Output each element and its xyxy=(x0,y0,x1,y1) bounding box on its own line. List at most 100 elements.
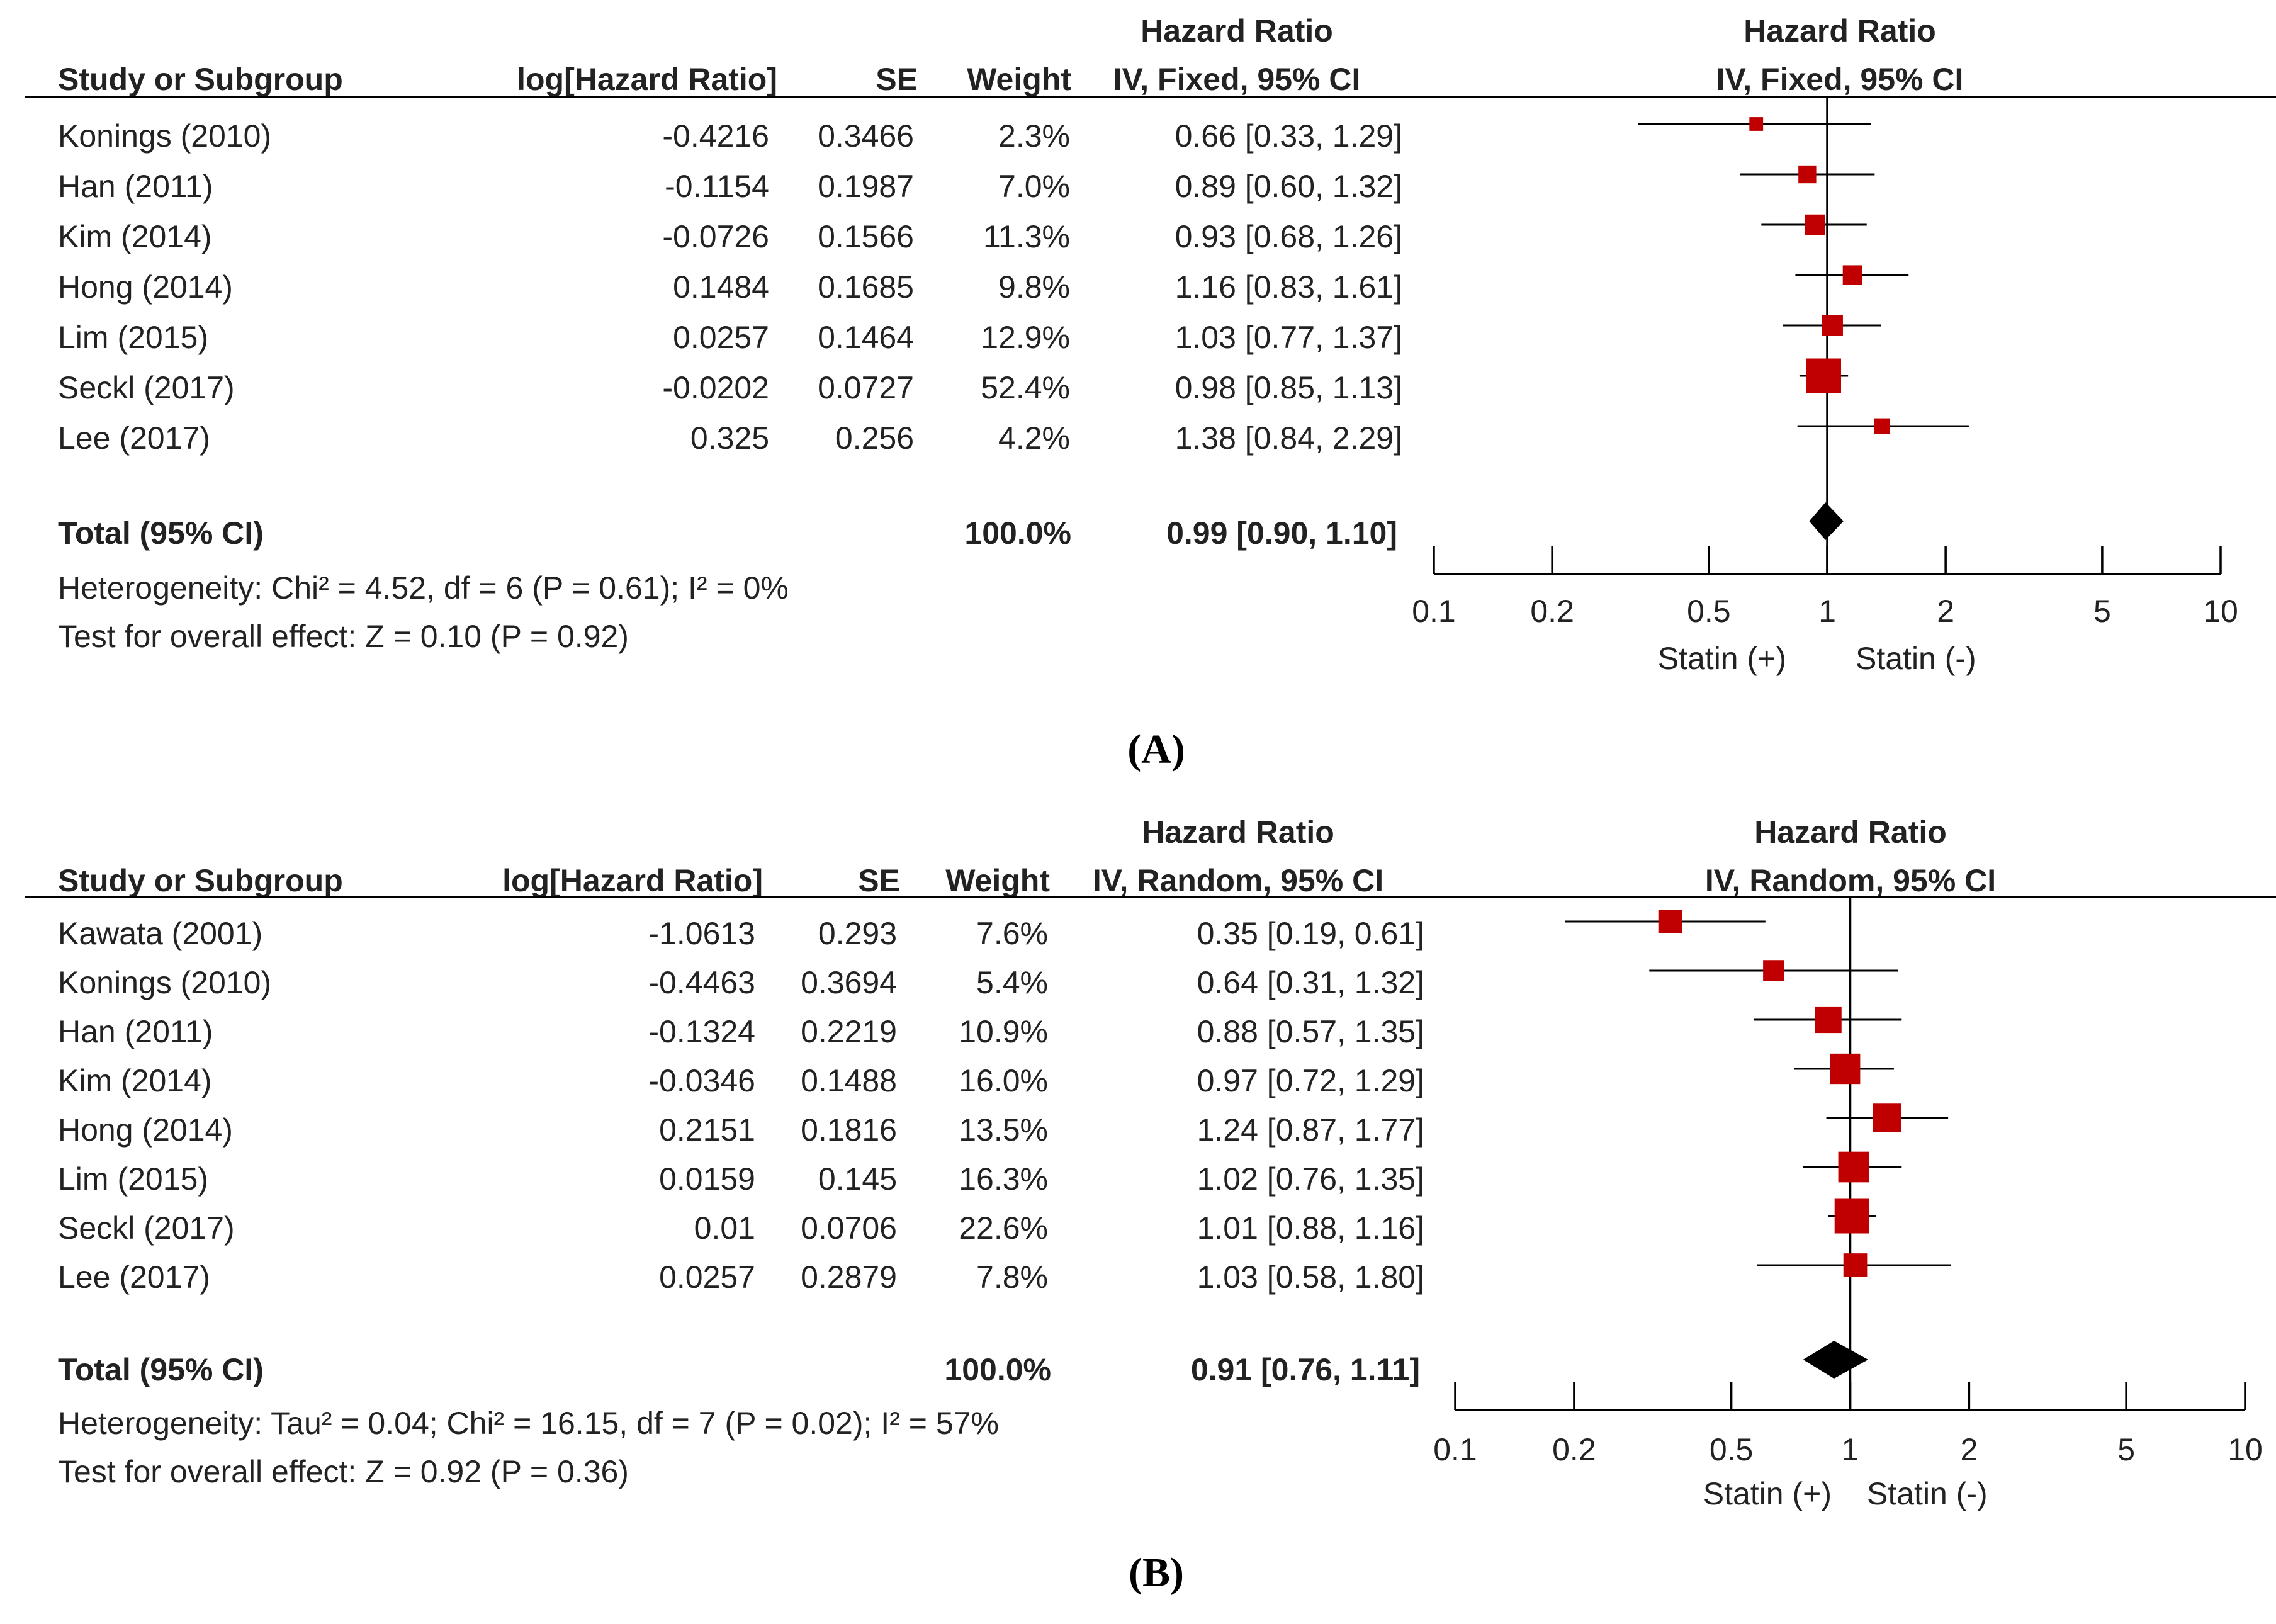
loghr-column-header: log[Hazard Ratio] xyxy=(517,62,777,97)
study-name: Kim (2014) xyxy=(58,219,212,254)
hr-ci-value: 0.97 [0.72, 1.29] xyxy=(1197,1063,1424,1098)
x-tick-label: 5 xyxy=(2117,1432,2135,1467)
study-column-header: Study or Subgroup xyxy=(58,62,343,97)
table-row: Lee (2017) 0.325 0.256 4.2% 1.38 [0.84, … xyxy=(58,420,1402,456)
favours-left-label: Statin (+) xyxy=(1658,641,1786,676)
total-hr-ci: 0.91 [0.76, 1.11] xyxy=(1191,1352,1420,1387)
study-name: Han (2011) xyxy=(58,1014,213,1049)
effect-square xyxy=(1838,1151,1869,1183)
hr-ci-value: 1.03 [0.77, 1.37] xyxy=(1175,320,1402,355)
hr-ci-value: 1.38 [0.84, 2.29] xyxy=(1175,420,1402,456)
weight-value: 10.9% xyxy=(959,1014,1048,1049)
table-row: Hong (2014) 0.2151 0.1816 13.5% 1.24 [0.… xyxy=(58,1112,1424,1148)
table-row: Konings (2010) -0.4216 0.3466 2.3% 0.66 … xyxy=(58,118,1402,154)
hr-ci-value: 0.64 [0.31, 1.32] xyxy=(1197,965,1424,1000)
effect-square xyxy=(1815,1006,1842,1034)
forest-panel-b: Hazard Ratio Hazard Ratio Study or Subgr… xyxy=(25,815,2276,1596)
hr-ci-value: 0.66 [0.33, 1.29] xyxy=(1175,118,1402,154)
hr-ci-value: 1.02 [0.76, 1.35] xyxy=(1197,1161,1424,1197)
study-name: Konings (2010) xyxy=(58,965,271,1000)
effect-square xyxy=(1658,910,1682,933)
study-name: Kawata (2001) xyxy=(58,916,262,951)
study-name: Seckl (2017) xyxy=(58,370,235,405)
se-value: 0.1987 xyxy=(818,169,914,204)
loghr-value: -0.4216 xyxy=(662,118,769,154)
effect-square xyxy=(1842,265,1862,285)
hr-method-header: IV, Fixed, 95% CI xyxy=(1113,62,1361,97)
se-value: 0.256 xyxy=(835,420,914,456)
effect-square xyxy=(1843,1253,1868,1277)
hr-ci-value: 0.93 [0.68, 1.26] xyxy=(1175,219,1402,254)
loghr-value: -0.1154 xyxy=(665,169,769,204)
loghr-value: -0.0726 xyxy=(662,219,769,254)
forest-plot-area: 0.1 0.2 0.5 1 2 5 10 xyxy=(1433,897,2263,1467)
loghr-value: -1.0613 xyxy=(648,916,755,951)
hr-ci-value: 1.24 [0.87, 1.77] xyxy=(1197,1112,1424,1148)
x-tick-label: 10 xyxy=(2228,1432,2263,1467)
x-tick-label: 0.5 xyxy=(1710,1432,1754,1467)
total-weight: 100.0% xyxy=(944,1352,1051,1387)
weight-value: 16.3% xyxy=(959,1161,1048,1197)
hr-ci-value: 1.01 [0.88, 1.16] xyxy=(1197,1210,1424,1246)
loghr-value: 0.1484 xyxy=(673,269,769,305)
table-row: Seckl (2017) 0.01 0.0706 22.6% 1.01 [0.8… xyxy=(58,1210,1424,1246)
table-row: Lim (2015) 0.0159 0.145 16.3% 1.02 [0.76… xyxy=(58,1161,1424,1197)
table-row: Seckl (2017) -0.0202 0.0727 52.4% 0.98 [… xyxy=(58,370,1402,405)
weight-column-header: Weight xyxy=(945,863,1050,898)
x-tick-label: 1 xyxy=(1842,1432,1859,1467)
x-tick-label: 5 xyxy=(2093,594,2111,629)
x-tick-label: 0.1 xyxy=(1412,594,1456,629)
table-row: Kim (2014) -0.0346 0.1488 16.0% 0.97 [0.… xyxy=(58,1063,1424,1098)
study-column-header: Study or Subgroup xyxy=(58,863,343,898)
x-tick-label: 0.5 xyxy=(1687,594,1731,629)
x-tick-label: 2 xyxy=(1960,1432,1978,1467)
se-value: 0.1816 xyxy=(801,1112,897,1148)
weight-value: 9.8% xyxy=(998,269,1070,305)
table-row: Kawata (2001) -1.0613 0.293 7.6% 0.35 [0… xyxy=(58,916,1424,951)
se-value: 0.1488 xyxy=(801,1063,897,1098)
effect-square xyxy=(1798,165,1817,184)
study-name: Lee (2017) xyxy=(58,1260,210,1295)
effect-square xyxy=(1763,960,1784,981)
se-value: 0.0727 xyxy=(818,370,914,405)
hr-ci-value: 0.88 [0.57, 1.35] xyxy=(1197,1014,1424,1049)
loghr-value: 0.325 xyxy=(690,420,769,456)
effect-square xyxy=(1874,418,1890,434)
study-name: Hong (2014) xyxy=(58,1112,233,1148)
total-hr-ci: 0.99 [0.90, 1.10] xyxy=(1166,516,1397,551)
hr-ci-value: 1.16 [0.83, 1.61] xyxy=(1175,269,1402,305)
x-tick-label: 0.2 xyxy=(1530,594,1574,629)
favours-left-label: Statin (+) xyxy=(1703,1476,1832,1511)
table-row: Konings (2010) -0.4463 0.3694 5.4% 0.64 … xyxy=(58,965,1424,1000)
se-value: 0.1566 xyxy=(818,219,914,254)
favours-right-label: Statin (-) xyxy=(1856,641,1976,676)
plot-column-title: Hazard Ratio xyxy=(1754,815,1947,850)
effect-square xyxy=(1805,214,1825,235)
total-row: Total (95% CI) 100.0% 0.99 [0.90, 1.10] xyxy=(58,516,1397,551)
se-value: 0.2219 xyxy=(801,1014,897,1049)
study-name: Lim (2015) xyxy=(58,320,208,355)
table-row: Kim (2014) -0.0726 0.1566 11.3% 0.93 [0.… xyxy=(58,219,1402,254)
weight-value: 52.4% xyxy=(981,370,1070,405)
loghr-value: 0.0257 xyxy=(659,1260,755,1295)
loghr-value: -0.0346 xyxy=(648,1063,755,1098)
hr-column-title: Hazard Ratio xyxy=(1142,815,1334,850)
se-value: 0.2879 xyxy=(801,1260,897,1295)
forest-plot-area: 0.1 0.2 0.5 1 2 5 10 xyxy=(1412,97,2238,629)
effect-square xyxy=(1873,1103,1901,1132)
hr-ci-value: 0.89 [0.60, 1.32] xyxy=(1175,169,1402,204)
effect-square xyxy=(1806,358,1842,393)
panel-label: (A) xyxy=(1127,726,1185,772)
table-row: Han (2011) -0.1324 0.2219 10.9% 0.88 [0.… xyxy=(58,1014,1424,1049)
se-value: 0.0706 xyxy=(801,1210,897,1246)
study-name: Han (2011) xyxy=(58,169,213,204)
heterogeneity-text: Heterogeneity: Chi² = 4.52, df = 6 (P = … xyxy=(58,570,789,606)
hr-column-title: Hazard Ratio xyxy=(1141,13,1333,48)
x-tick-label: 2 xyxy=(1937,594,1954,629)
plot-method-header: IV, Random, 95% CI xyxy=(1705,863,1996,898)
weight-column-header: Weight xyxy=(967,62,1071,97)
se-value: 0.3694 xyxy=(801,965,897,1000)
loghr-column-header: log[Hazard Ratio] xyxy=(502,863,763,898)
weight-value: 7.0% xyxy=(998,169,1070,204)
